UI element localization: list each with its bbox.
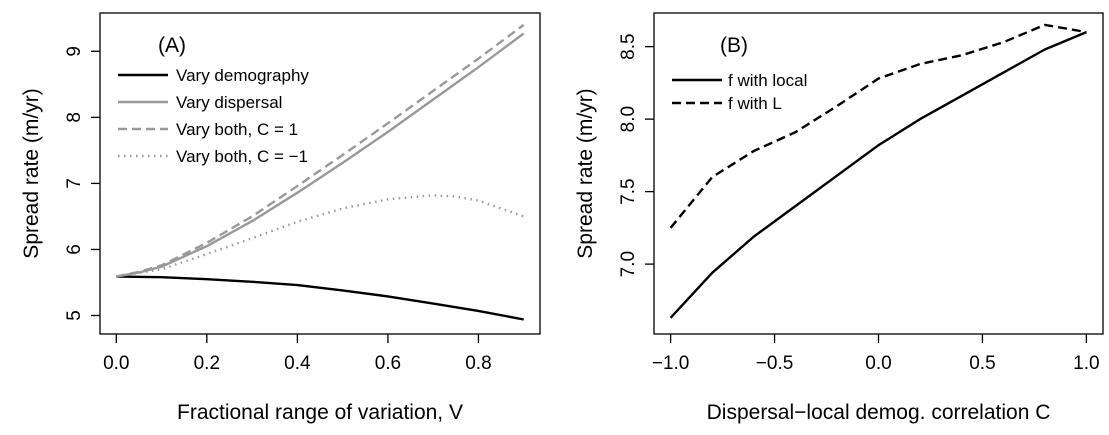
series-line: [116, 194, 525, 278]
legend-label: f with L: [728, 94, 782, 113]
legend-label: Vary dispersal: [176, 93, 282, 112]
series-line: [669, 30, 1087, 319]
y-tick-label: 9: [64, 46, 85, 57]
x-tick-label: −0.5: [756, 353, 794, 374]
y-tick-label: 7.0: [618, 251, 639, 277]
y-tick-label: 7.5: [618, 178, 639, 204]
x-tick-label: 0.6: [375, 353, 401, 374]
series-line: [116, 23, 525, 278]
legend-label: f with local: [728, 71, 807, 90]
y-axis-label: Spread rate (m/yr): [20, 88, 43, 258]
series-line: [669, 23, 1087, 229]
y-tick-label: 8.0: [618, 106, 639, 132]
x-tick-label: 0.5: [969, 353, 995, 374]
panel-b: −1.0 −0.5 0.0 0.5 1.0 7.0 7.5 8.0 8.5 Dispersal−l…: [574, 12, 1104, 424]
x-tick-label: 0.0: [103, 353, 129, 374]
x-tick-label: 0.8: [465, 353, 491, 374]
x-tick-label: 0.2: [194, 353, 220, 374]
x-axis-label: Fractional range of variation, V: [177, 401, 463, 424]
y-tick-label: 6: [64, 244, 85, 255]
plot-frame: [653, 12, 1104, 335]
x-axis-label: Dispersal−local demog. correlation C: [707, 401, 1051, 424]
x-tick-label: −1.0: [652, 353, 690, 374]
y-tick-label: 8.5: [618, 33, 639, 59]
y-tick-label: 7: [64, 178, 85, 189]
y-tick-label: 8: [64, 112, 85, 123]
legend-label: Vary demography: [176, 66, 309, 85]
panel-label: (A): [158, 34, 186, 57]
y-axis-label: Spread rate (m/yr): [574, 88, 597, 258]
x-tick-label: 1.0: [1073, 353, 1099, 374]
series-line: [116, 32, 525, 278]
plot-frame: [99, 12, 541, 335]
y-tick-label: 5: [64, 310, 85, 321]
panel-label: (B): [720, 34, 748, 57]
legend-label: Vary both, C = −1: [176, 147, 308, 166]
legend-label: Vary both, C = 1: [176, 120, 298, 139]
series-line: [116, 275, 524, 321]
x-tick-label: 0.0: [865, 353, 891, 374]
panel-a: 0.0 0.2 0.4 0.6 0.8 5 6 7 8 9 Fractional range of …: [20, 12, 541, 424]
x-tick-label: 0.4: [284, 353, 311, 374]
